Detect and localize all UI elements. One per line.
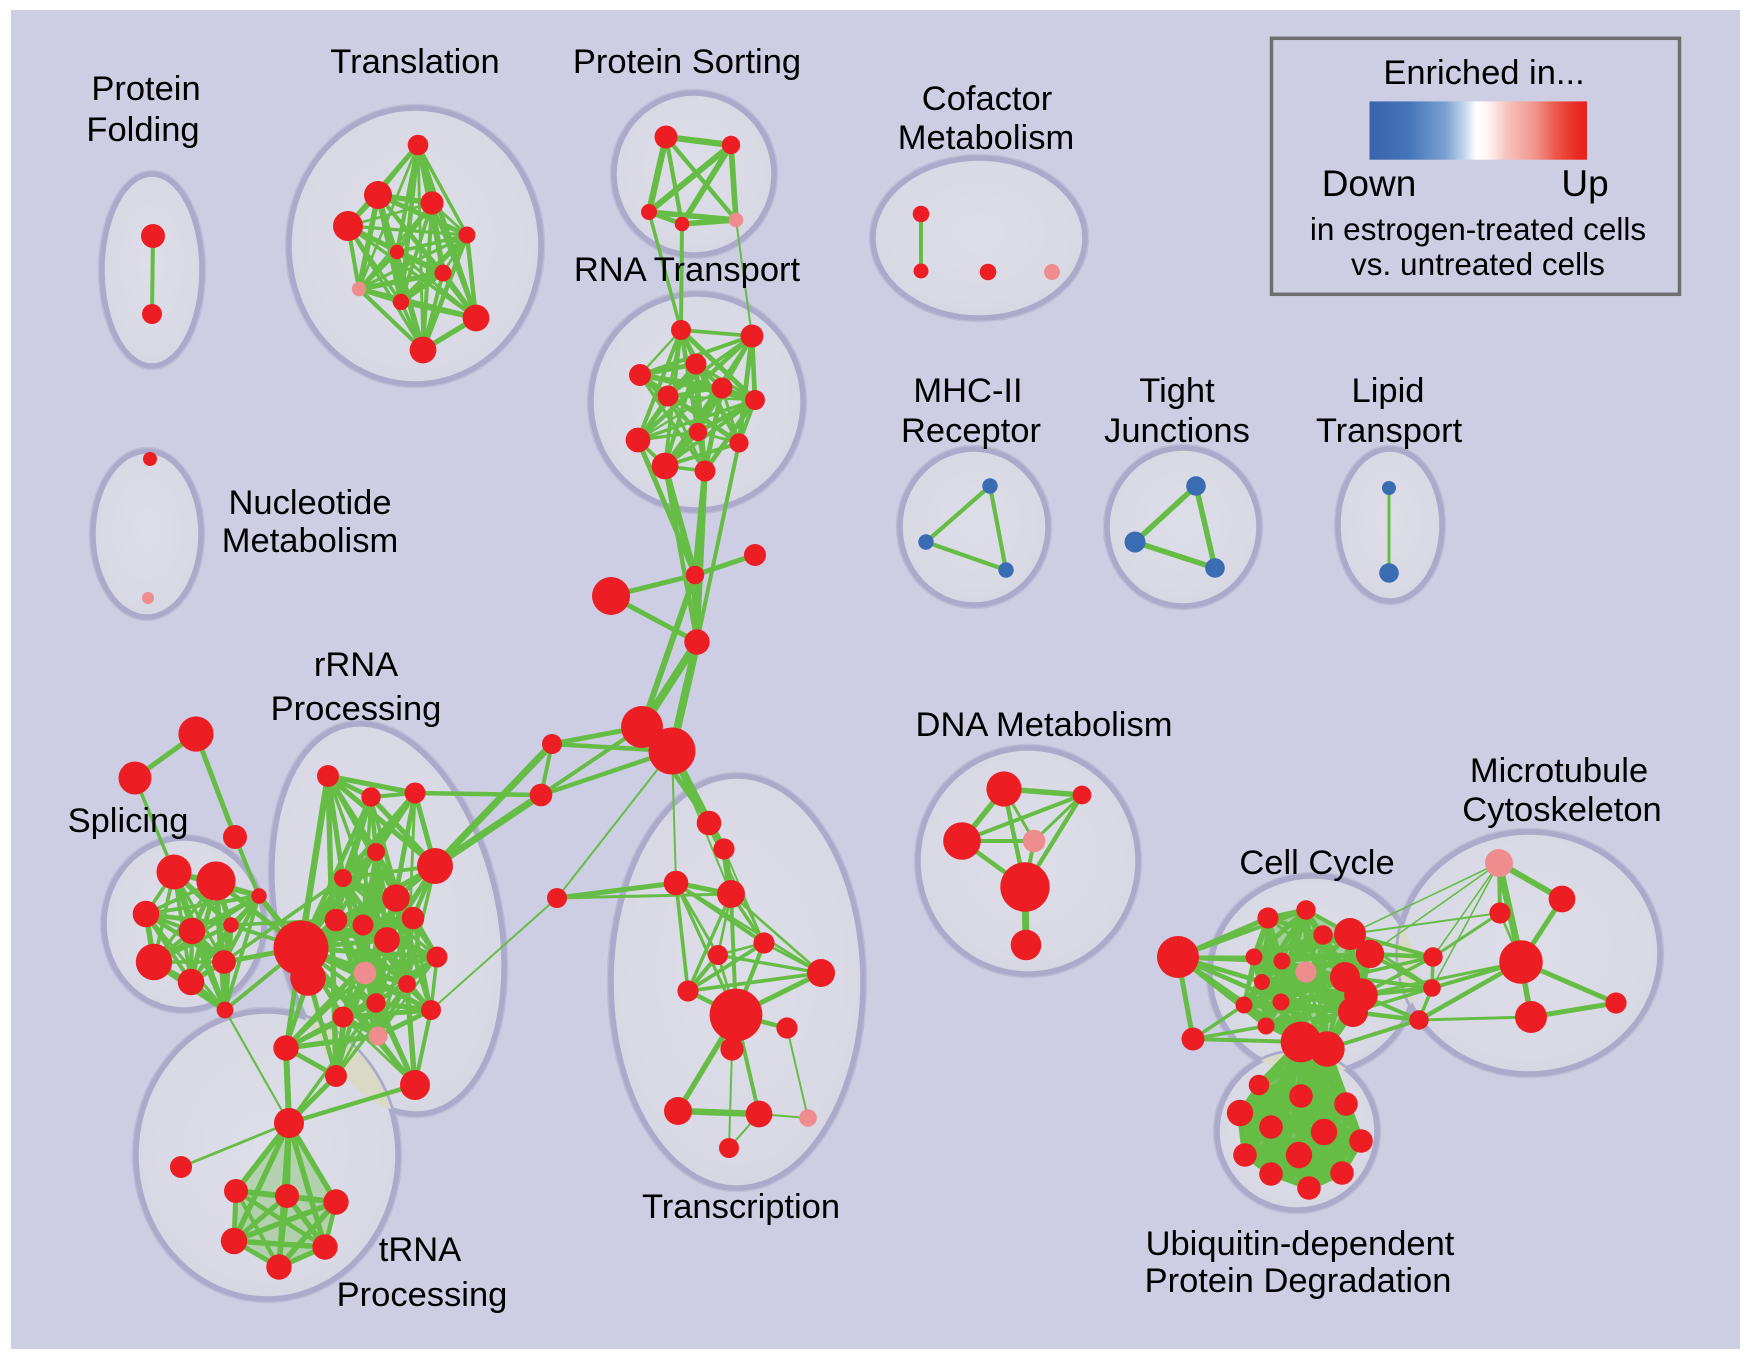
svg-text:Down: Down	[1322, 163, 1417, 204]
svg-text:vs. untreated cells: vs. untreated cells	[1351, 246, 1605, 282]
svg-text:Protein Sorting: Protein Sorting	[573, 43, 801, 81]
svg-text:Folding: Folding	[86, 111, 199, 149]
svg-text:Receptor: Receptor	[901, 412, 1041, 450]
svg-text:Ubiquitin-dependent: Ubiquitin-dependent	[1146, 1225, 1455, 1263]
svg-text:Cofactor: Cofactor	[922, 80, 1052, 118]
svg-text:Lipid: Lipid	[1352, 372, 1425, 410]
svg-text:Cell Cycle: Cell Cycle	[1239, 844, 1394, 882]
svg-text:Metabolism: Metabolism	[222, 522, 398, 560]
svg-text:Nucleotide: Nucleotide	[228, 484, 391, 522]
svg-text:Splicing: Splicing	[68, 802, 189, 840]
svg-text:Junctions: Junctions	[1104, 412, 1250, 450]
svg-text:RNA Transport: RNA Transport	[574, 251, 801, 289]
svg-text:tRNA: tRNA	[379, 1231, 461, 1269]
svg-text:Transport: Transport	[1316, 412, 1463, 450]
svg-text:Transcription: Transcription	[642, 1188, 840, 1226]
svg-text:Microtubule: Microtubule	[1470, 752, 1648, 790]
svg-text:rRNA: rRNA	[314, 646, 398, 684]
svg-text:in estrogen-treated cells: in estrogen-treated cells	[1310, 211, 1646, 247]
svg-text:Protein: Protein	[91, 70, 200, 108]
svg-text:Processing: Processing	[337, 1276, 508, 1314]
svg-text:DNA Metabolism: DNA Metabolism	[916, 706, 1173, 744]
svg-text:Translation: Translation	[330, 43, 499, 81]
svg-text:Metabolism: Metabolism	[898, 119, 1074, 157]
svg-text:Processing: Processing	[271, 690, 442, 728]
svg-text:MHC-II: MHC-II	[913, 372, 1022, 410]
svg-text:Up: Up	[1561, 163, 1608, 204]
svg-text:Protein Degradation: Protein Degradation	[1145, 1262, 1452, 1300]
svg-text:Cytoskeleton: Cytoskeleton	[1462, 791, 1661, 829]
svg-text:Tight: Tight	[1139, 372, 1215, 410]
svg-text:Enriched in...: Enriched in...	[1383, 54, 1584, 92]
